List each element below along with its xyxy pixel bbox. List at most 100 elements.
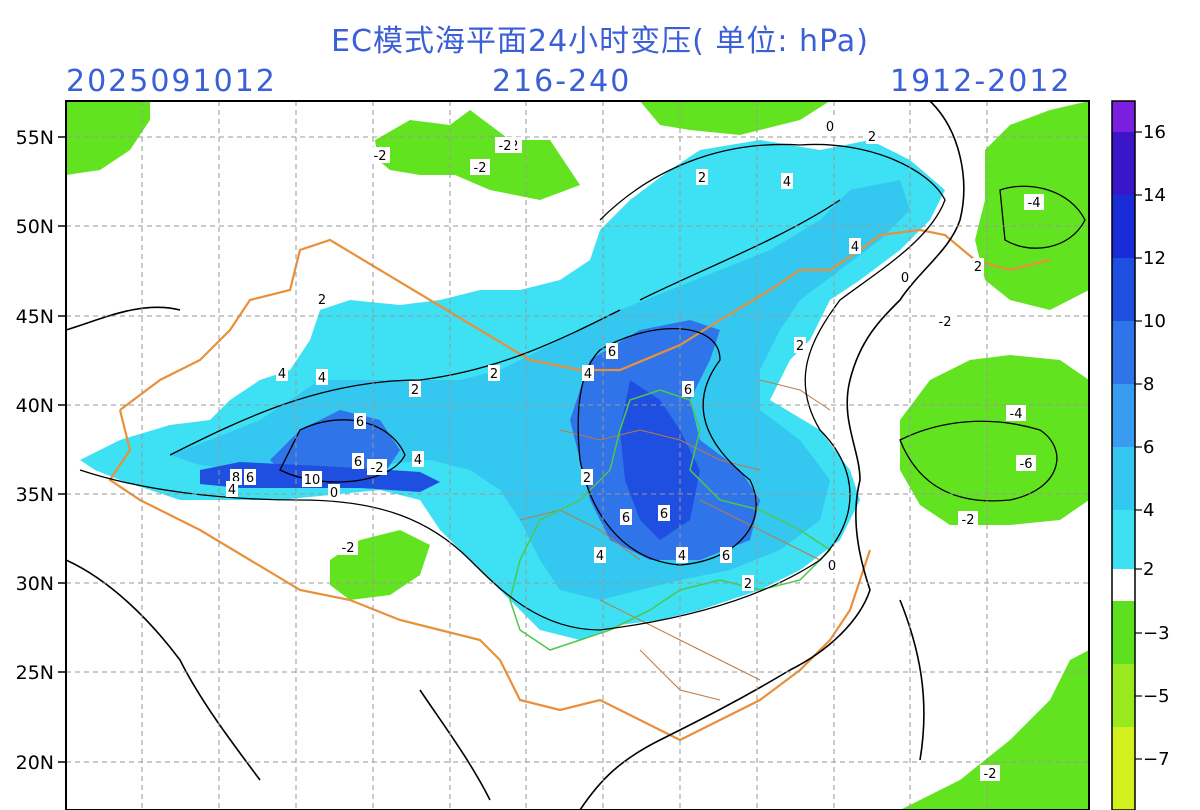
country-border [108, 228, 1051, 742]
colorbar-swatch [1112, 321, 1135, 353]
contour-label: 6 [622, 511, 630, 526]
colorbar-swatch [1112, 164, 1135, 195]
colorbar-swatch [1112, 696, 1135, 727]
colorbar: 16 14 12 10 8 6 4 2 −3 −5 −7 [1111, 100, 1170, 810]
contour-label-bg [226, 481, 238, 497]
colorbar-swatch [1112, 290, 1135, 321]
lat-label: 50N [16, 216, 54, 238]
contour-label: 4 [783, 175, 791, 190]
contour-label: -2 [939, 315, 952, 330]
colorbar-swatch [1112, 664, 1135, 696]
contour-label: 6 [246, 471, 254, 486]
contour-label-bg [696, 169, 708, 185]
colorbar-label: 10 [1143, 311, 1166, 332]
contour-label: 2 [411, 383, 419, 398]
contour-label: -2 [962, 513, 975, 528]
contour-label: 4 [228, 483, 236, 498]
lat-label: 45N [16, 306, 54, 328]
colorbar-swatch [1112, 132, 1135, 164]
contour-label-bg [488, 365, 500, 381]
contour-label-bg [720, 547, 732, 563]
contour-label: 4 [596, 549, 604, 564]
colorbar-swatch [1112, 101, 1135, 132]
chart-title: EC模式海平面24小时变压( 单位: hPa) [331, 24, 869, 59]
colorbar-frame [1111, 100, 1136, 810]
contour-label-bg [352, 453, 364, 469]
colorbar-swatch [1112, 479, 1135, 510]
lat-label: 25N [16, 662, 54, 684]
contour-label-bg [958, 511, 978, 527]
contour-label-bg [409, 381, 421, 397]
forecast-hours-label: 216-240 [492, 64, 632, 99]
coastline [66, 101, 965, 810]
contour-label: -2 [371, 461, 384, 476]
contour-label: 6 [684, 383, 692, 398]
colorbar-swatch [1112, 759, 1135, 810]
contour-label: 6 [608, 345, 616, 360]
colorbar-label: 2 [1143, 559, 1154, 580]
contour-label-bg [244, 469, 256, 485]
colorbar-swatch [1112, 227, 1135, 258]
colorbar-swatch [1112, 384, 1135, 416]
contour-label: 6 [660, 507, 668, 522]
contour-label: 10 [304, 473, 321, 488]
colorbar-swatch [1112, 510, 1135, 541]
contour-label-bg [606, 343, 618, 359]
colorbar-swatch [1112, 258, 1135, 290]
contour-label-bg [316, 291, 328, 307]
contour-label: -4 [1028, 196, 1041, 211]
contour-label: 4 [414, 453, 422, 468]
colorbar-label: −3 [1143, 623, 1170, 644]
colorbar-label: 6 [1143, 437, 1154, 458]
contour-label: 0 [330, 486, 338, 501]
contour-label: 4 [851, 240, 859, 255]
contour-label-bg [412, 451, 424, 467]
contour-label-bg [338, 539, 358, 555]
contour-label: -2 [342, 541, 355, 556]
lat-label: 30N [16, 573, 54, 595]
contour-label: 4 [318, 371, 326, 386]
contour-label-bg [276, 365, 288, 381]
contour-label-bg [794, 337, 806, 353]
colorbar-swatch [1112, 601, 1135, 633]
contour-label: 2 [318, 293, 326, 308]
contour-label: 4 [584, 367, 592, 382]
contour-label: -2 [499, 139, 512, 154]
contour-label: 2 [868, 130, 876, 145]
contour-label-bg [980, 765, 1000, 781]
colorbar-label: 8 [1143, 374, 1154, 395]
colorbar-swatch [1112, 447, 1135, 479]
contour-label-bg [620, 509, 632, 525]
contour-label-bg [367, 459, 387, 475]
contour-label-bg [1006, 405, 1026, 421]
contour-label-bg [470, 159, 490, 175]
contour-label: 2 [583, 471, 591, 486]
contour-label-bg [316, 369, 328, 385]
valid-period-label: 1912-2012 [890, 64, 1072, 99]
contour-label-bg [682, 381, 694, 397]
contour-label-bg [676, 547, 688, 563]
contour-label: 6 [722, 549, 730, 564]
contour-label-bg [866, 128, 878, 144]
contour-label: 4 [678, 549, 686, 564]
contour-label-bg [302, 471, 322, 487]
contour-label: -2 [474, 161, 487, 176]
contour-label: -6 [1020, 457, 1033, 472]
lat-label: 35N [16, 484, 54, 506]
contour-label: 2 [744, 577, 752, 592]
contour-label-bg [582, 365, 594, 381]
contour-label: 2 [974, 260, 982, 275]
contour-label-bg [354, 413, 366, 429]
contour-label: 2 [490, 367, 498, 382]
neg-area-mongolia [375, 110, 580, 200]
colorbar-label: 4 [1143, 500, 1154, 521]
contour-label: 6 [354, 455, 362, 470]
contour-label: 4 [278, 367, 286, 382]
colorbar-swatch [1112, 541, 1135, 569]
contour-label: 2 [698, 171, 706, 186]
contour-label-bg [1016, 455, 1036, 471]
contour-label-bg [370, 147, 390, 163]
lat-lon-grid [66, 101, 1089, 810]
neg-area-japan-sea [900, 355, 1089, 525]
